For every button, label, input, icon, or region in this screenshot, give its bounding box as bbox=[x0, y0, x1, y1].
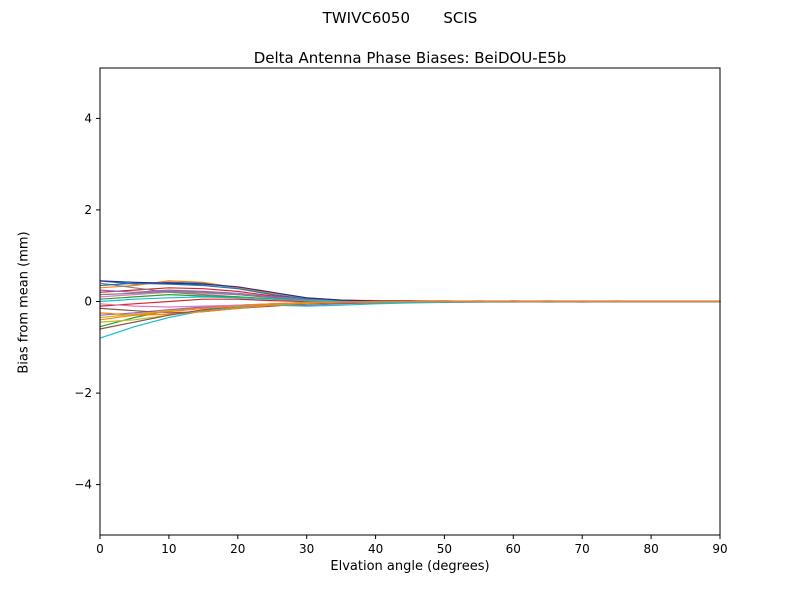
x-tick-label: 30 bbox=[299, 542, 314, 556]
series-line bbox=[99, 300, 721, 328]
x-tick-label: 80 bbox=[643, 542, 658, 556]
x-tick-label: 60 bbox=[506, 542, 521, 556]
x-tick-label: 40 bbox=[368, 542, 383, 556]
x-tick-label: 70 bbox=[575, 542, 590, 556]
figure-suptitle: TWIVC6050 SCIS bbox=[322, 9, 478, 27]
x-tick-label: 20 bbox=[230, 542, 245, 556]
y-tick-label: −4 bbox=[74, 478, 92, 492]
x-tick-label: 0 bbox=[96, 542, 104, 556]
chart-title: Delta Antenna Phase Biases: BeiDOU-E5b bbox=[253, 49, 567, 67]
y-tick-label: −2 bbox=[74, 386, 92, 400]
x-tick-label: 50 bbox=[437, 542, 452, 556]
series-line bbox=[99, 300, 721, 321]
y-tick-label: 4 bbox=[84, 111, 92, 125]
y-tick-label: 2 bbox=[84, 203, 92, 217]
series-line bbox=[99, 300, 721, 339]
series-line bbox=[99, 300, 721, 330]
y-axis-label: Bias from mean (mm) bbox=[16, 231, 32, 374]
y-tick-label: 0 bbox=[84, 295, 92, 309]
x-tick-label: 10 bbox=[161, 542, 176, 556]
x-axis-label: Elvation angle (degrees) bbox=[330, 559, 490, 574]
x-tick-label: 90 bbox=[712, 542, 727, 556]
